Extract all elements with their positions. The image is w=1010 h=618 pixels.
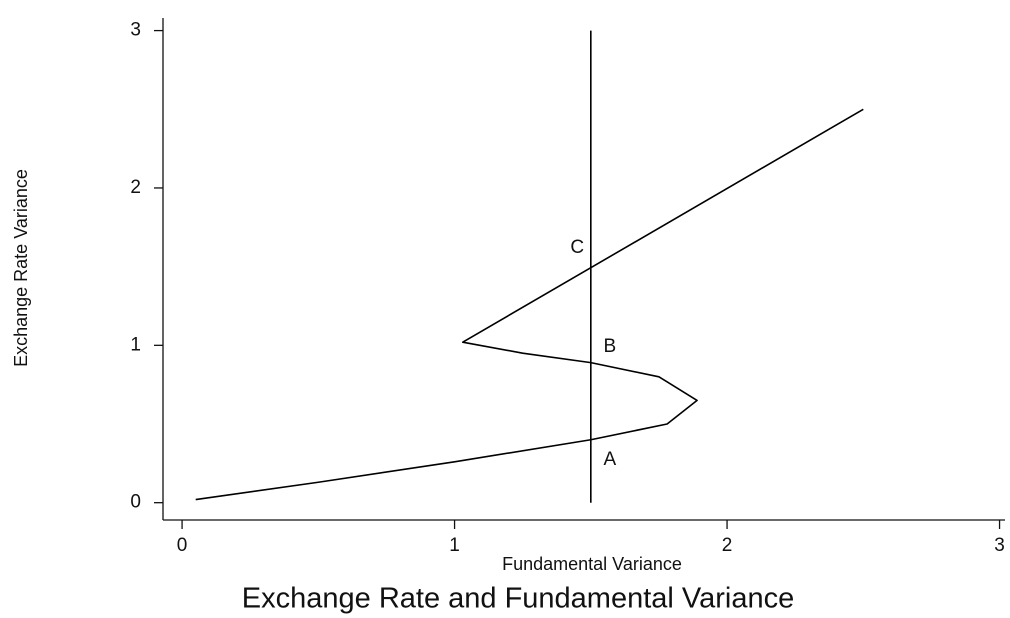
annotation: A bbox=[604, 449, 617, 470]
y-tick-label: 0 bbox=[130, 492, 141, 513]
y-tick-label: 1 bbox=[130, 334, 141, 355]
x-tick-label: 1 bbox=[449, 535, 460, 556]
y-axis-label: Exchange Rate Variance bbox=[11, 169, 31, 367]
x-axis-label: Fundamental Variance bbox=[502, 554, 682, 574]
x-tick-label: 3 bbox=[994, 535, 1005, 556]
annotation: B bbox=[604, 336, 617, 357]
y-tick-label: 3 bbox=[130, 20, 141, 41]
x-tick-label: 2 bbox=[722, 535, 733, 556]
x-tick-label: 0 bbox=[177, 535, 188, 556]
y-tick-label: 2 bbox=[130, 177, 141, 198]
chart-title: Exchange Rate and Fundamental Variance bbox=[242, 583, 794, 615]
annotation: C bbox=[570, 237, 584, 258]
line-series bbox=[195, 108, 864, 501]
